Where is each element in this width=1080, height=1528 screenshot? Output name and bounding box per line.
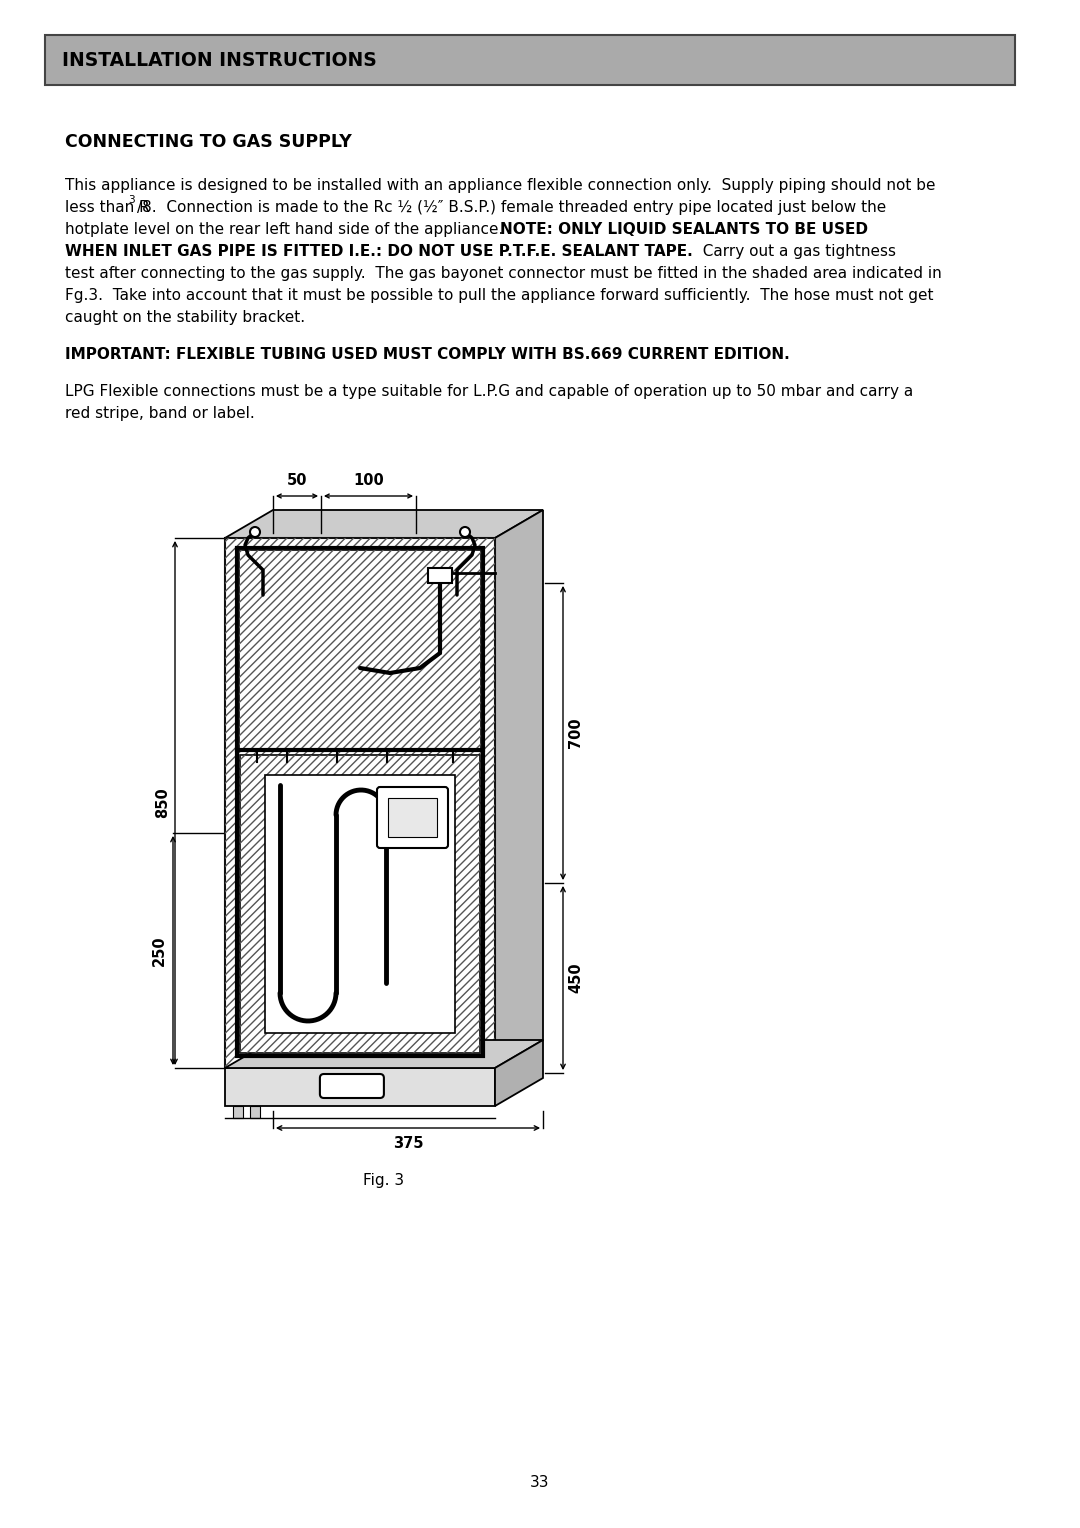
Text: NOTE: ONLY LIQUID SEALANTS TO BE USED: NOTE: ONLY LIQUID SEALANTS TO BE USED xyxy=(500,222,868,237)
Text: 250: 250 xyxy=(152,935,167,966)
Text: 450: 450 xyxy=(568,963,583,993)
FancyBboxPatch shape xyxy=(320,1074,383,1099)
Text: CONNECTING TO GAS SUPPLY: CONNECTING TO GAS SUPPLY xyxy=(65,133,352,151)
Polygon shape xyxy=(495,1041,543,1106)
Text: 3: 3 xyxy=(129,196,135,205)
Bar xyxy=(388,798,437,837)
Bar xyxy=(225,538,495,1068)
Text: red stripe, band or label.: red stripe, band or label. xyxy=(65,406,255,422)
Text: caught on the stability bracket.: caught on the stability bracket. xyxy=(65,310,306,325)
Circle shape xyxy=(249,527,260,536)
Polygon shape xyxy=(225,538,495,1068)
Text: Fg.3.  Take into account that it must be possible to pull the appliance forward : Fg.3. Take into account that it must be … xyxy=(65,287,933,303)
Bar xyxy=(239,550,481,750)
Text: 100: 100 xyxy=(353,474,383,487)
Text: 850: 850 xyxy=(156,787,170,819)
Bar xyxy=(239,550,481,750)
Bar xyxy=(225,1068,495,1106)
Text: Carry out a gas tightness: Carry out a gas tightness xyxy=(693,244,896,260)
Text: less than R: less than R xyxy=(65,200,150,215)
Text: /8.  Connection is made to the Rc ½ (½″ B.S.P.) female threaded entry pipe locat: /8. Connection is made to the Rc ½ (½″ B… xyxy=(137,200,887,215)
Polygon shape xyxy=(225,1041,543,1068)
Text: WHEN INLET GAS PIPE IS FITTED I.E.: DO NOT USE P.T.F.E. SEALANT TAPE.: WHEN INLET GAS PIPE IS FITTED I.E.: DO N… xyxy=(65,244,692,260)
Bar xyxy=(240,755,480,1053)
Bar xyxy=(265,775,455,1033)
Text: INSTALLATION INSTRUCTIONS: INSTALLATION INSTRUCTIONS xyxy=(62,50,377,69)
Text: LPG Flexible connections must be a type suitable for L.P.G and capable of operat: LPG Flexible connections must be a type … xyxy=(65,384,914,399)
Bar xyxy=(249,1106,260,1118)
Text: 50: 50 xyxy=(287,474,307,487)
Bar xyxy=(237,549,483,1056)
Text: 33: 33 xyxy=(530,1475,550,1490)
Bar xyxy=(45,35,1015,86)
Text: IMPORTANT: FLEXIBLE TUBING USED MUST COMPLY WITH BS.669 CURRENT EDITION.: IMPORTANT: FLEXIBLE TUBING USED MUST COM… xyxy=(65,347,789,362)
Bar xyxy=(240,755,480,1053)
Circle shape xyxy=(460,527,470,536)
Text: hotplate level on the rear left hand side of the appliance.: hotplate level on the rear left hand sid… xyxy=(65,222,513,237)
Polygon shape xyxy=(225,510,543,538)
Polygon shape xyxy=(495,510,543,1068)
Text: 700: 700 xyxy=(568,718,583,749)
Bar xyxy=(428,568,453,584)
Text: This appliance is designed to be installed with an appliance flexible connection: This appliance is designed to be install… xyxy=(65,177,935,193)
FancyBboxPatch shape xyxy=(377,787,448,848)
Text: Fig. 3: Fig. 3 xyxy=(364,1174,405,1187)
Text: test after connecting to the gas supply.  The gas bayonet connector must be fitt: test after connecting to the gas supply.… xyxy=(65,266,942,281)
Bar xyxy=(233,1106,243,1118)
Text: 375: 375 xyxy=(393,1135,423,1151)
